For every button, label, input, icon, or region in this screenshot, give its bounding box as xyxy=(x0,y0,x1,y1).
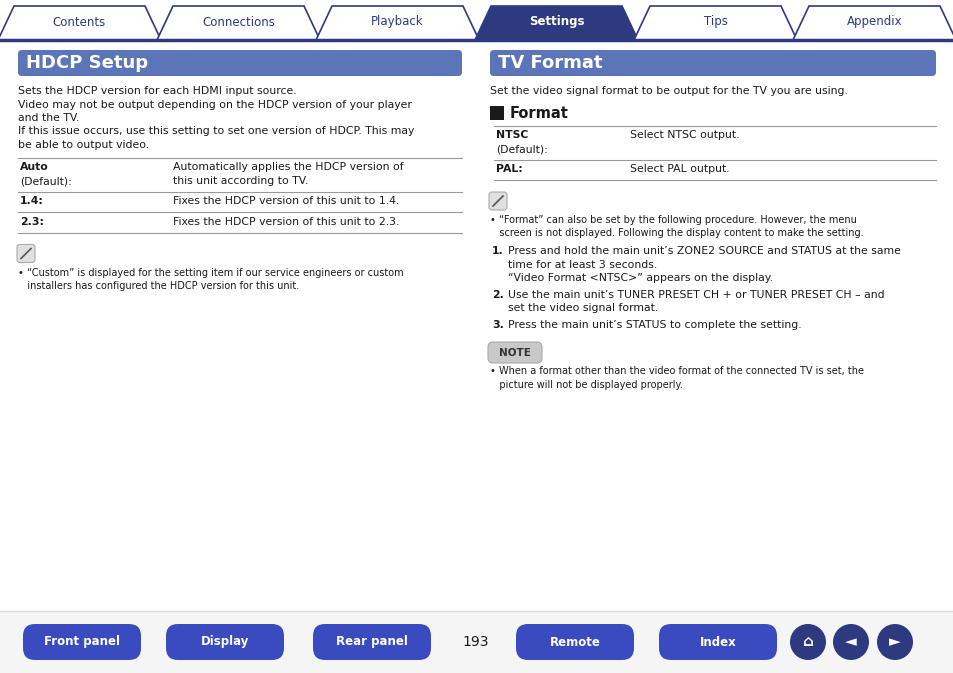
Circle shape xyxy=(789,624,825,660)
Text: 2.3:: 2.3: xyxy=(20,217,44,227)
Polygon shape xyxy=(157,6,319,40)
FancyBboxPatch shape xyxy=(18,50,461,76)
Circle shape xyxy=(832,624,868,660)
Text: 2.: 2. xyxy=(492,289,503,299)
Text: • When a format other than the video format of the connected TV is set, the: • When a format other than the video for… xyxy=(490,366,863,376)
Text: Automatically applies the HDCP version of: Automatically applies the HDCP version o… xyxy=(172,162,403,172)
Text: set the video signal format.: set the video signal format. xyxy=(507,303,658,313)
FancyBboxPatch shape xyxy=(313,624,431,660)
Polygon shape xyxy=(792,6,953,40)
FancyBboxPatch shape xyxy=(23,624,141,660)
Text: Press the main unit’s STATUS to complete the setting.: Press the main unit’s STATUS to complete… xyxy=(507,320,801,330)
Text: Format: Format xyxy=(510,106,568,122)
Text: Video may not be output depending on the HDCP version of your player: Video may not be output depending on the… xyxy=(18,100,412,110)
Text: HDCP Setup: HDCP Setup xyxy=(26,54,148,72)
Text: 3.: 3. xyxy=(492,320,503,330)
FancyBboxPatch shape xyxy=(490,50,935,76)
Text: TV Format: TV Format xyxy=(497,54,602,72)
Text: Front panel: Front panel xyxy=(44,635,120,649)
Circle shape xyxy=(876,624,912,660)
Text: and the TV.: and the TV. xyxy=(18,113,79,123)
Text: NOTE: NOTE xyxy=(498,347,531,357)
FancyBboxPatch shape xyxy=(166,624,284,660)
FancyBboxPatch shape xyxy=(489,192,506,210)
Text: ◄: ◄ xyxy=(844,635,856,649)
Text: 1.: 1. xyxy=(492,246,503,256)
Text: Playback: Playback xyxy=(371,15,423,28)
Text: this unit according to TV.: this unit according to TV. xyxy=(172,176,308,186)
Text: • “Custom” is displayed for the setting item if our service engineers or custom: • “Custom” is displayed for the setting … xyxy=(18,267,403,277)
Text: Contents: Contents xyxy=(52,15,106,28)
Text: Connections: Connections xyxy=(202,15,274,28)
FancyBboxPatch shape xyxy=(17,244,35,262)
Text: Select PAL output.: Select PAL output. xyxy=(629,164,729,174)
Text: Remote: Remote xyxy=(549,635,599,649)
Text: PAL:: PAL: xyxy=(496,164,522,174)
FancyBboxPatch shape xyxy=(488,342,541,363)
Text: Set the video signal format to be output for the TV you are using.: Set the video signal format to be output… xyxy=(490,86,847,96)
Text: NTSC: NTSC xyxy=(496,131,528,141)
Text: Auto: Auto xyxy=(20,162,49,172)
Text: screen is not displayed. Following the display content to make the setting.: screen is not displayed. Following the d… xyxy=(490,229,862,238)
Text: Appendix: Appendix xyxy=(846,15,902,28)
Text: Fixes the HDCP version of this unit to 2.3.: Fixes the HDCP version of this unit to 2… xyxy=(172,217,399,227)
FancyBboxPatch shape xyxy=(516,624,634,660)
Polygon shape xyxy=(315,6,478,40)
Text: • “Format” can also be set by the following procedure. However, the menu: • “Format” can also be set by the follow… xyxy=(490,215,856,225)
Polygon shape xyxy=(475,6,638,40)
Text: Sets the HDCP version for each HDMI input source.: Sets the HDCP version for each HDMI inpu… xyxy=(18,86,296,96)
Bar xyxy=(490,106,503,120)
Polygon shape xyxy=(0,6,161,40)
Text: Rear panel: Rear panel xyxy=(335,635,408,649)
Text: Display: Display xyxy=(200,635,249,649)
Text: Fixes the HDCP version of this unit to 1.4.: Fixes the HDCP version of this unit to 1… xyxy=(172,197,399,207)
Text: time for at least 3 seconds.: time for at least 3 seconds. xyxy=(507,260,657,269)
Text: ⌂: ⌂ xyxy=(801,635,813,649)
Text: If this issue occurs, use this setting to set one version of HDCP. This may: If this issue occurs, use this setting t… xyxy=(18,127,414,137)
Text: (Default):: (Default): xyxy=(20,176,71,186)
Text: Press and hold the main unit’s ZONE2 SOURCE and STATUS at the same: Press and hold the main unit’s ZONE2 SOU… xyxy=(507,246,900,256)
Text: Settings: Settings xyxy=(528,15,583,28)
Bar xyxy=(0,611,953,673)
Text: installers has configured the HDCP version for this unit.: installers has configured the HDCP versi… xyxy=(18,281,299,291)
FancyBboxPatch shape xyxy=(659,624,776,660)
Text: be able to output video.: be able to output video. xyxy=(18,140,149,150)
Text: picture will not be displayed properly.: picture will not be displayed properly. xyxy=(490,380,682,390)
Text: Select NTSC output.: Select NTSC output. xyxy=(629,131,739,141)
Text: Tips: Tips xyxy=(702,15,727,28)
Text: “Video Format <NTSC>” appears on the display.: “Video Format <NTSC>” appears on the dis… xyxy=(507,273,772,283)
Text: Index: Index xyxy=(699,635,736,649)
Text: 1.4:: 1.4: xyxy=(20,197,44,207)
Polygon shape xyxy=(634,6,796,40)
Text: (Default):: (Default): xyxy=(496,144,547,154)
Text: 193: 193 xyxy=(462,635,489,649)
Text: ►: ► xyxy=(888,635,900,649)
Text: Use the main unit’s TUNER PRESET CH + or TUNER PRESET CH – and: Use the main unit’s TUNER PRESET CH + or… xyxy=(507,289,883,299)
